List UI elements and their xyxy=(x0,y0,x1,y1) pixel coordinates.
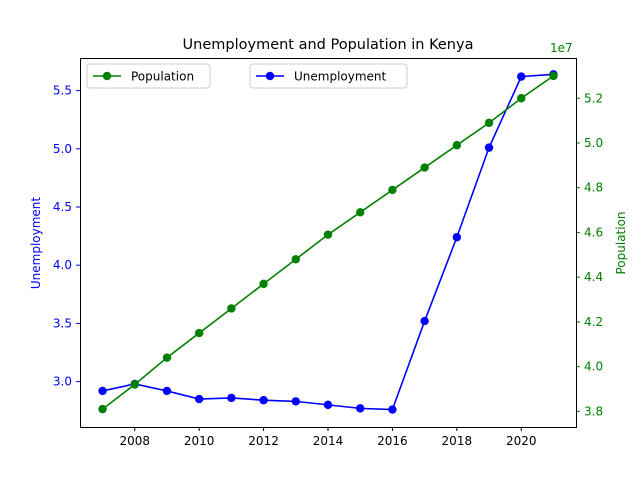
right-tick-label: 4.8 xyxy=(584,181,603,195)
left-axis-ticks: 3.0 3.5 4.0 4.5 5.0 5.5 xyxy=(53,84,80,389)
population-point xyxy=(420,163,429,172)
unemployment-point xyxy=(517,72,526,81)
left-axis-label: Unemployment xyxy=(29,197,43,290)
legend-population: Population xyxy=(86,63,211,89)
legend-unemployment-label: Unemployment xyxy=(294,70,387,84)
x-axis-ticks: 2008 2010 2012 2014 2016 2018 2020 xyxy=(119,427,537,448)
left-tick-label: 4.0 xyxy=(53,258,72,272)
unemployment-point xyxy=(452,233,462,242)
x-tick-label: 2008 xyxy=(119,434,150,448)
right-tick-label: 4.2 xyxy=(584,315,603,329)
population-point xyxy=(162,353,172,362)
x-tick-label: 2014 xyxy=(313,434,344,448)
population-point xyxy=(227,304,236,313)
right-tick-label: 4.6 xyxy=(584,225,603,239)
x-tick-label: 2018 xyxy=(442,434,473,448)
population-point xyxy=(484,118,494,128)
unemployment-point xyxy=(291,397,300,406)
right-tick-label: 4.4 xyxy=(584,270,603,284)
left-tick-label: 3.5 xyxy=(53,316,72,330)
population-point xyxy=(291,255,300,264)
left-tick-label: 4.5 xyxy=(53,200,72,214)
left-tick-label: 5.0 xyxy=(53,142,72,156)
population-point xyxy=(356,208,365,217)
right-tick-label: 5.0 xyxy=(584,136,603,150)
unemployment-point xyxy=(194,394,204,404)
right-tick-label: 5.2 xyxy=(584,91,603,105)
legend-population-swatch-marker xyxy=(102,71,112,81)
right-tick-label: 4.0 xyxy=(584,360,603,374)
population-point xyxy=(323,230,333,239)
right-tick-label: 3.8 xyxy=(584,404,603,418)
left-tick-label: 5.5 xyxy=(53,84,72,98)
right-axis-ticks: 3.8 4.0 4.2 4.4 4.6 4.8 5.0 5.2 xyxy=(576,91,603,418)
chart-title: Unemployment and Population in Kenya xyxy=(183,37,474,53)
unemployment-point xyxy=(356,404,365,413)
unemployment-point xyxy=(227,393,236,403)
population-point xyxy=(98,404,107,414)
population-point xyxy=(517,94,526,103)
population-point xyxy=(452,141,462,150)
series-layer xyxy=(98,70,558,414)
population-point xyxy=(259,279,268,289)
legend-unemployment-swatch-marker xyxy=(265,71,275,81)
left-tick-label: 3.0 xyxy=(53,375,72,389)
unemployment-point xyxy=(420,316,429,326)
unemployment-point xyxy=(162,386,172,396)
legend-frame xyxy=(249,63,408,89)
legend-unemployment: Unemployment xyxy=(249,63,408,89)
right-axis-offset-text: 1e7 xyxy=(550,41,573,55)
x-tick-label: 2012 xyxy=(248,434,279,448)
unemployment-point xyxy=(98,386,107,396)
unemployment-point xyxy=(323,400,333,410)
unemployment-point xyxy=(388,405,397,414)
unemployment-point xyxy=(484,143,494,152)
population-point xyxy=(549,71,558,81)
x-tick-label: 2016 xyxy=(377,434,408,448)
plot-frame xyxy=(80,58,577,428)
right-axis-label: Population xyxy=(614,211,628,274)
x-tick-label: 2010 xyxy=(184,434,215,448)
population-point xyxy=(130,380,139,389)
unemployment-point xyxy=(259,396,268,405)
legend-frame xyxy=(86,63,211,89)
x-tick-label: 2020 xyxy=(506,434,537,448)
legend-population-label: Population xyxy=(131,70,194,84)
population-point xyxy=(194,328,204,338)
population-point xyxy=(388,185,397,195)
